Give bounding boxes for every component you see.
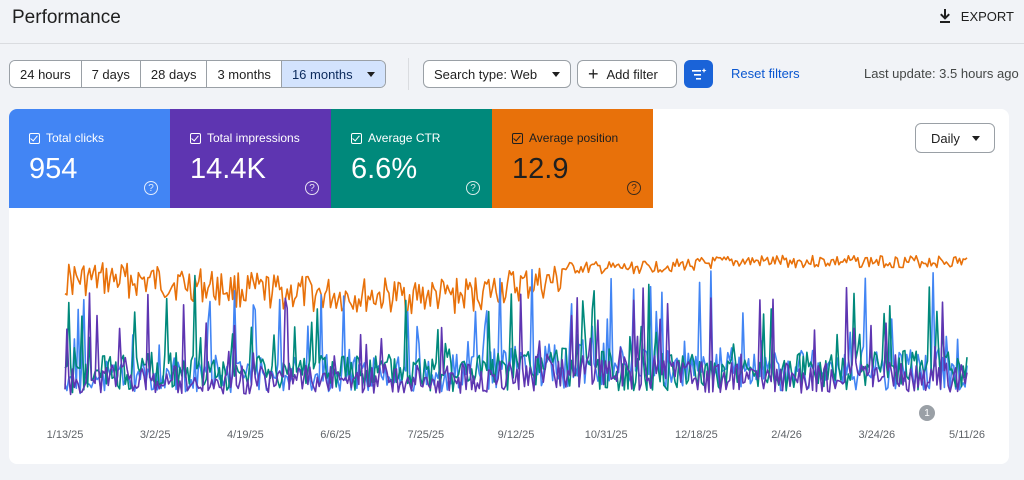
filter-bar: 24 hours 7 days 28 days 3 months 16 mont… <box>0 58 1024 90</box>
help-icon[interactable]: ? <box>305 181 319 195</box>
x-tick-label: 3/24/26 <box>858 429 896 441</box>
add-filter-button[interactable]: + Add filter <box>577 60 677 88</box>
search-type-dropdown[interactable]: Search type: Web <box>423 60 571 88</box>
metric-value: 14.4K <box>190 153 266 185</box>
metric-average-position[interactable]: Average position 12.9 ? <box>492 109 653 208</box>
page-header: Performance EXPORT <box>0 0 1024 44</box>
metric-total-clicks[interactable]: Total clicks 954 ? <box>9 109 170 208</box>
checkbox-icon[interactable] <box>351 132 362 144</box>
metric-label: Average position <box>529 131 619 145</box>
x-tick-label: 9/12/25 <box>497 429 535 441</box>
x-tick-label: 12/18/25 <box>674 429 718 441</box>
chevron-down-icon <box>366 71 375 77</box>
annotation-marker[interactable]: 1 <box>919 405 935 421</box>
chevron-down-icon <box>972 135 980 141</box>
divider <box>408 58 409 90</box>
range-16-months[interactable]: 16 months <box>281 61 385 87</box>
range-7-days[interactable]: 7 days <box>81 61 141 87</box>
x-tick-label: 6/6/25 <box>320 429 351 441</box>
export-button[interactable]: EXPORT <box>937 8 1014 24</box>
x-tick-label: 3/2/25 <box>139 429 171 441</box>
x-tick-label: 4/19/25 <box>227 429 264 441</box>
x-tick-label: 7/25/25 <box>407 429 445 441</box>
x-tick-label: 1/13/25 <box>46 429 84 441</box>
export-label: EXPORT <box>960 8 1014 24</box>
reset-filters-link[interactable]: Reset filters <box>731 66 800 81</box>
page-title: Performance <box>12 7 121 28</box>
filter-suggestions-button[interactable] <box>684 60 713 88</box>
checkbox-icon[interactable] <box>29 132 40 144</box>
checkbox-icon[interactable] <box>190 132 201 144</box>
granularity-label: Daily <box>931 130 960 146</box>
help-icon[interactable]: ? <box>144 181 158 195</box>
metric-label: Average CTR <box>368 131 441 145</box>
granularity-dropdown[interactable]: Daily <box>915 123 995 153</box>
x-tick-label: 10/31/25 <box>584 429 628 441</box>
performance-card: Total clicks 954 ? Total impressions 14.… <box>9 109 1009 464</box>
performance-chart[interactable] <box>9 109 1009 464</box>
add-filter-label: Add filter <box>606 66 658 82</box>
metric-average-ctr[interactable]: Average CTR 6.6% ? <box>331 109 492 208</box>
download-icon <box>939 9 950 23</box>
plus-icon: + <box>588 64 599 84</box>
x-tick-label: 5/11/26 <box>949 429 985 441</box>
help-icon[interactable]: ? <box>627 181 641 195</box>
range-3-months[interactable]: 3 months <box>207 61 282 87</box>
series-line-total-impressions <box>64 286 968 396</box>
series-line-average-position <box>64 254 968 315</box>
metric-value: 12.9 <box>512 153 569 185</box>
metric-total-impressions[interactable]: Total impressions 14.4K ? <box>170 109 331 208</box>
range-28-days[interactable]: 28 days <box>140 61 208 87</box>
range-16-months-label: 16 months <box>291 66 353 82</box>
metric-label: Total impressions <box>207 131 300 145</box>
help-icon[interactable]: ? <box>466 181 480 195</box>
checkbox-icon[interactable] <box>512 132 523 144</box>
date-range-selector: 24 hours 7 days 28 days 3 months 16 mont… <box>9 60 386 88</box>
last-update-text: Last update: 3.5 hours ago <box>864 66 1019 81</box>
metric-label: Total clicks <box>46 131 105 145</box>
filter-sparkle-icon <box>691 68 706 80</box>
range-24-hours[interactable]: 24 hours <box>10 61 82 87</box>
chevron-down-icon <box>552 71 560 77</box>
metric-value: 954 <box>29 153 78 185</box>
search-type-label: Search type: Web <box>434 66 538 82</box>
metric-value: 6.6% <box>351 153 418 185</box>
x-tick-label: 2/4/26 <box>771 429 802 441</box>
